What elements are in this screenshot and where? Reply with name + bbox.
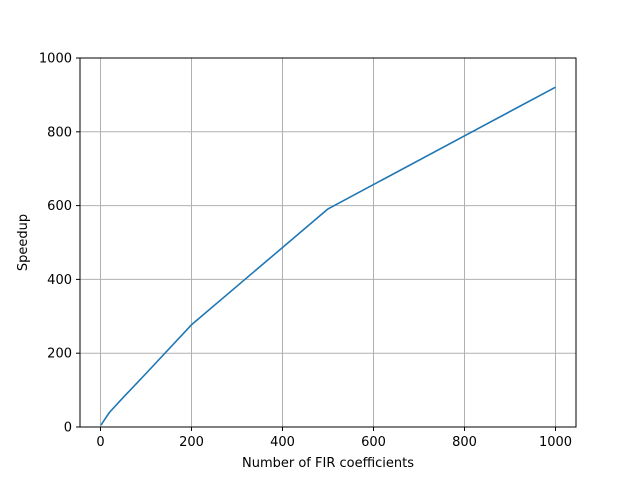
series-layer: [100, 86, 556, 426]
plot-frame: [79, 57, 577, 428]
tick-layer: 0 200 400 600 800 1000 0 200 400 600 800 1000: [39, 52, 572, 451]
series-line-speedup: [100, 86, 556, 426]
y-tick-label: 1000: [39, 52, 72, 67]
y-tick-label: 200: [47, 347, 72, 362]
x-tick-label: 200: [179, 435, 204, 450]
x-tick-label: 0: [96, 435, 104, 450]
grid-layer: [80, 57, 576, 428]
y-tick-label: 0: [64, 421, 72, 436]
x-tick-label: 600: [361, 435, 386, 450]
x-tick-label: 1000: [539, 435, 572, 450]
y-tick-label: 600: [47, 199, 72, 214]
y-tick-label: 400: [47, 273, 72, 288]
x-tick-label: 800: [452, 435, 477, 450]
x-tick-label: 400: [270, 435, 295, 450]
y-tick-label: 800: [47, 125, 72, 140]
x-axis-label: Number of FIR coefficients: [242, 456, 414, 471]
y-axis-label: Speedup: [16, 214, 31, 271]
